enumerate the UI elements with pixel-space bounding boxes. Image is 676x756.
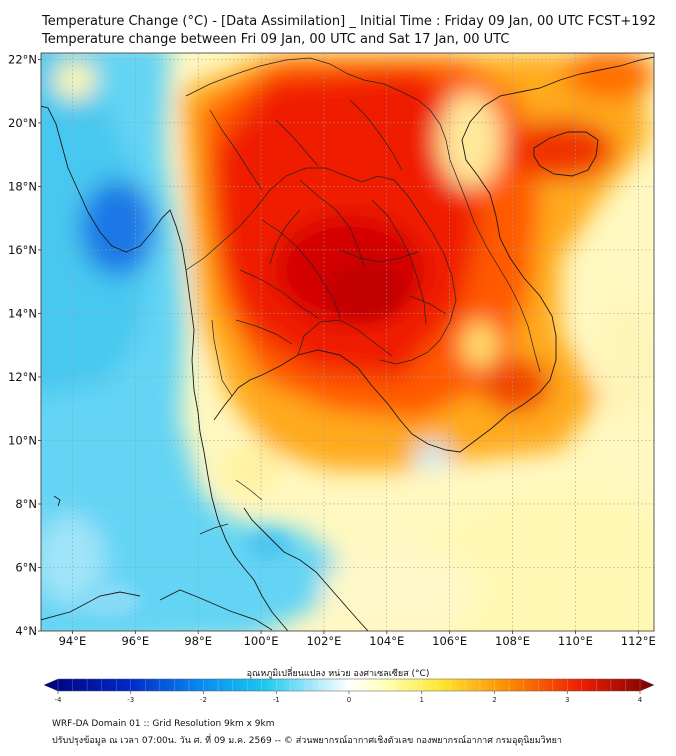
lon-label: 104°E — [369, 634, 404, 648]
lon-label: 94°E — [59, 634, 87, 648]
coastlines — [41, 56, 654, 631]
lon-label: 100°E — [244, 634, 279, 648]
chart-title: Temperature Change (°C) - [Data Assimila… — [42, 14, 657, 29]
longitude-labels: 94°E 96°E 98°E 100°E 102°E 104°E 106°E 108°E 110… — [59, 631, 656, 648]
chart-subtitle: Temperature change between Fri 09 Jan, 0… — [42, 32, 510, 47]
lon-label: 108°E — [495, 634, 530, 648]
lat-label: 6°N — [15, 560, 37, 574]
lat-label: 14°N — [8, 306, 37, 320]
lon-label: 106°E — [432, 634, 467, 648]
temperature-field — [41, 53, 654, 631]
colorbar-ticks: -4 -3 -2 -1 0 1 2 3 4 — [55, 679, 643, 704]
colorbar-tick-label: 1 — [420, 696, 424, 704]
lon-label: 98°E — [184, 634, 212, 648]
lat-label: 8°N — [15, 497, 37, 511]
lon-label: 96°E — [121, 634, 149, 648]
latitude-labels: 22°N 20°N 18°N 16°N 14°N 12°N 10°N 8°N 6°N 4°N — [8, 52, 41, 638]
lon-label: 102°E — [306, 634, 341, 648]
lat-label: 16°N — [8, 243, 37, 257]
footer-credit: ปรับปรุงข้อมูล ณ เวลา 07:00น. วัน ศ. ที่… — [52, 736, 562, 746]
colorbar-tick-label: 3 — [565, 696, 569, 704]
lat-label: 22°N — [8, 52, 37, 66]
lon-label: 110°E — [558, 634, 593, 648]
footer-model-info: WRF-DA Domain 01 :: Grid Resolution 9km … — [52, 719, 275, 729]
colorbar-tick-label: 4 — [638, 696, 643, 704]
colorbar-tick-label: 0 — [347, 696, 351, 704]
map-frame — [40, 52, 655, 632]
colorbar: -4 -3 -2 -1 0 1 2 3 4 — [43, 678, 655, 704]
lat-label: 20°N — [8, 116, 37, 130]
lat-label: 18°N — [8, 179, 37, 193]
lat-label: 12°N — [8, 370, 37, 384]
lat-label: 10°N — [8, 433, 37, 447]
colorbar-tick-label: -4 — [55, 696, 63, 704]
lon-label: 112°E — [621, 634, 656, 648]
colorbar-tick-label: -3 — [127, 696, 134, 704]
colorbar-title: อุณหภูมิเปลี่ยนแปลง หน่วย องศาเซลเซียส (… — [246, 669, 430, 679]
lat-label: 4°N — [15, 624, 37, 638]
colorbar-tick-label: 2 — [492, 696, 496, 704]
country-borders — [185, 57, 541, 535]
gridlines — [41, 53, 654, 631]
colorbar-tick-label: -2 — [200, 696, 207, 704]
colorbar-tick-label: -1 — [273, 696, 280, 704]
